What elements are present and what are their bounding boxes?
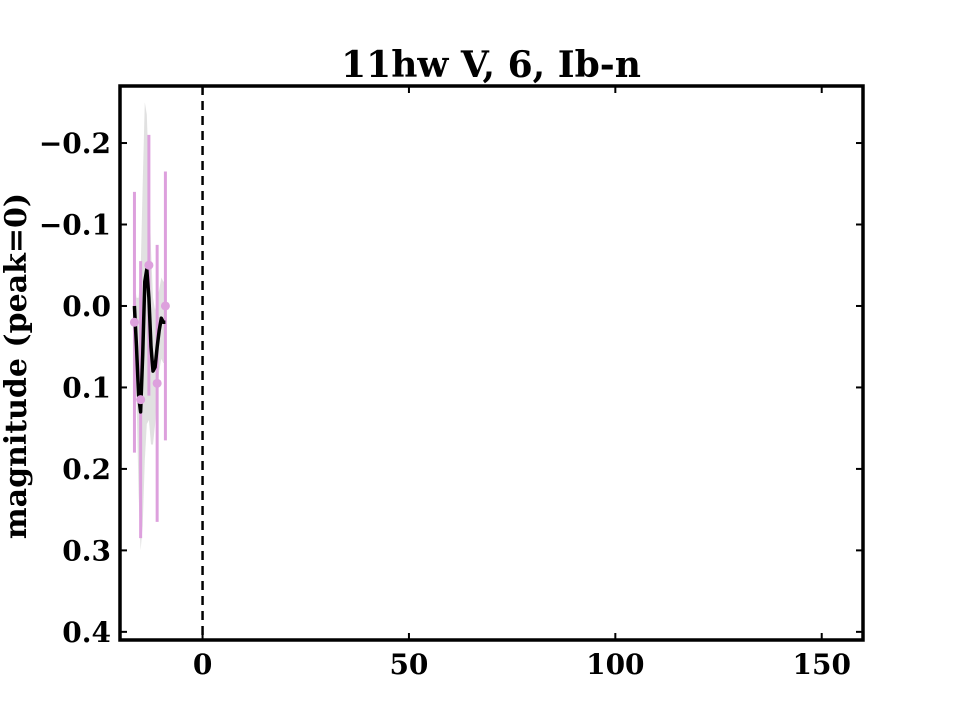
x-tick-label: 150 xyxy=(792,648,850,681)
y-axis-ticks: −0.2 −0.1 0.0 0.1 0.2 0.3 0.4 xyxy=(39,127,863,649)
data-point xyxy=(152,378,162,388)
data-point xyxy=(129,317,139,327)
x-tick-label: 50 xyxy=(389,648,428,681)
y-tick-label: −0.2 xyxy=(39,127,111,160)
data-point xyxy=(160,301,170,311)
data-point xyxy=(136,395,146,405)
y-tick-label: 0.0 xyxy=(62,290,111,323)
y-tick-label: −0.1 xyxy=(39,209,111,242)
y-tick-label: 0.3 xyxy=(62,534,111,567)
y-tick-label: 0.1 xyxy=(62,371,111,404)
chart-title: 11hw V, 6, Ib-n xyxy=(341,44,641,86)
x-tick-label: 100 xyxy=(586,648,644,681)
data-point-layer xyxy=(129,260,170,405)
y-axis-label: magnitude (peak=0) xyxy=(0,193,34,539)
x-axis-ticks: 0 50 100 150 xyxy=(193,86,851,681)
plot-frame xyxy=(118,84,865,642)
y-tick-label: 0.4 xyxy=(62,616,111,649)
x-tick-label: 0 xyxy=(193,648,212,681)
y-tick-label: 0.2 xyxy=(62,453,111,486)
data-point xyxy=(144,260,154,270)
